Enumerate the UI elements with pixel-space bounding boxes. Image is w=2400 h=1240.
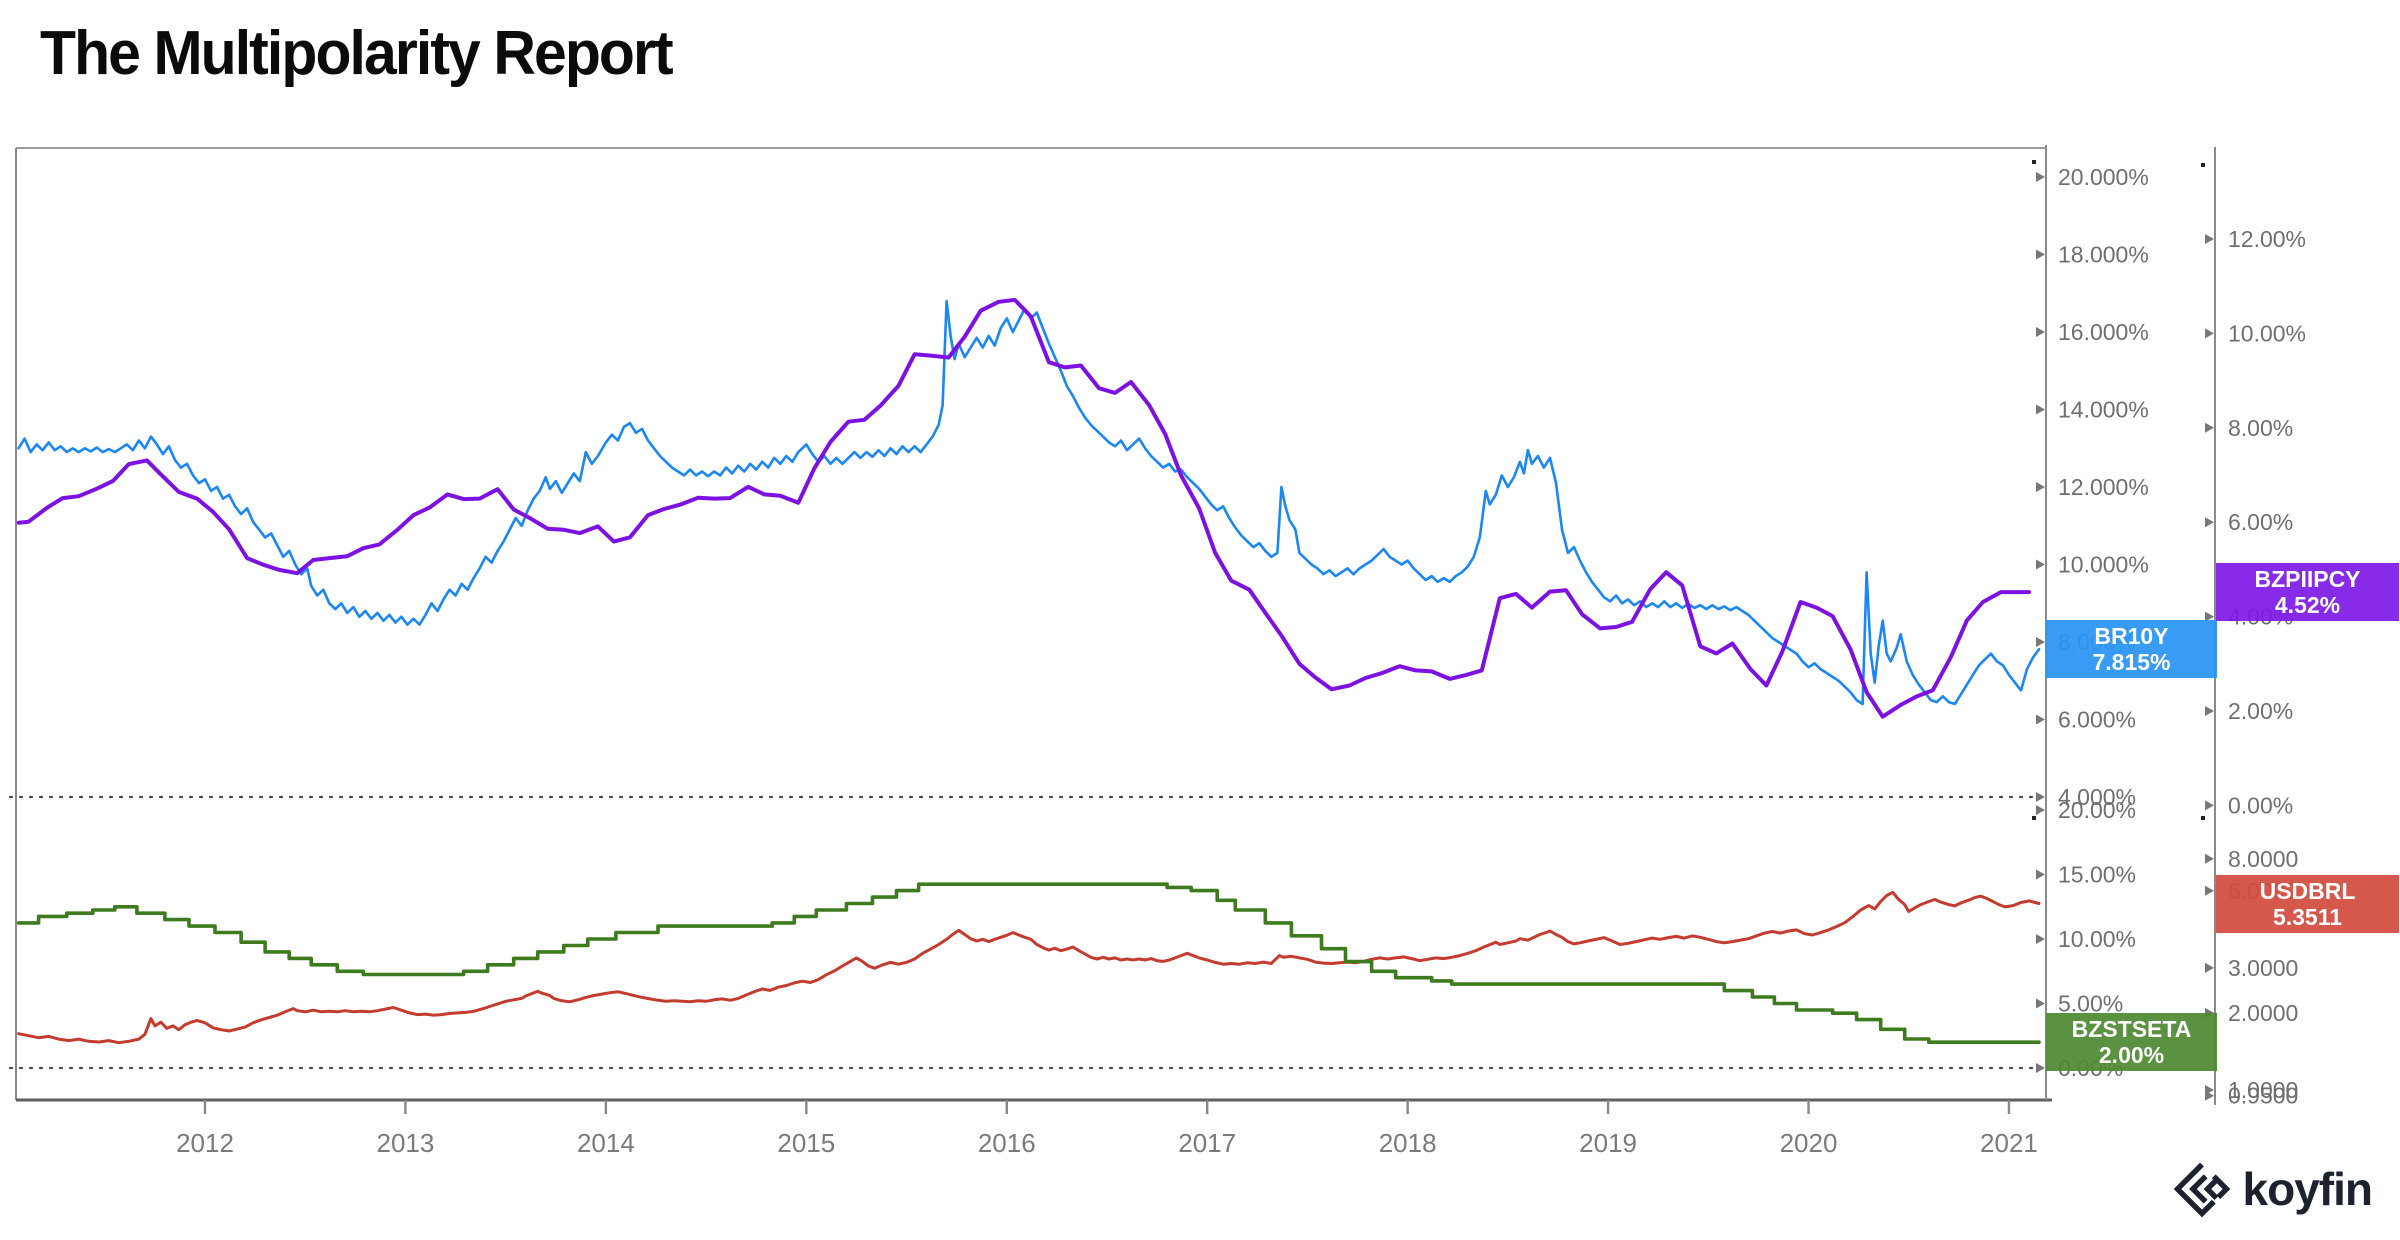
axis-tick-arrow [2205, 1090, 2214, 1101]
series-line-br10y[interactable] [17, 299, 2041, 706]
axis-tick-label: 4.000% [2058, 784, 2136, 810]
axis-tick-label: 0.00% [2228, 792, 2293, 818]
axis-tick-label: 6.000% [2058, 707, 2136, 733]
price-label-ticker: BZSTSETA [2071, 1016, 2192, 1042]
axis-tick-arrow [2205, 885, 2214, 896]
axis-tick-arrow [2036, 792, 2045, 802]
series-line-usdbrl[interactable] [17, 890, 2041, 1045]
x-axis-year-label: 2021 [1980, 1128, 2038, 1158]
axis-tick-label: 0.9500 [2228, 1083, 2298, 1109]
axis-tick-label: 5.00% [2058, 991, 2123, 1017]
axis-tick-label: 12.00% [2228, 226, 2306, 252]
axis-handle-dot [2032, 160, 2036, 164]
axis-tick-label: 2.0000 [2228, 1000, 2298, 1026]
axis-tick-label: 16.000% [2058, 319, 2149, 345]
x-axis-year-label: 2012 [176, 1128, 234, 1158]
axis-tick-arrow [2205, 853, 2214, 864]
axis-tick-arrow [2036, 559, 2045, 570]
x-axis-year-label: 2015 [777, 1128, 835, 1158]
price-label-ticker: USDBRL [2259, 878, 2356, 904]
axis-tick-arrow [2205, 234, 2214, 244]
axis-tick-label: 15.00% [2058, 862, 2136, 888]
axis-tick-label: 8.0000 [2228, 846, 2298, 872]
price-label-value: 7.815% [2092, 649, 2171, 675]
x-axis-year-label: 2016 [978, 1128, 1036, 1158]
axis-tick-label: 10.00% [2228, 320, 2306, 346]
koyfin-logo-icon [2173, 1162, 2230, 1218]
axis-tick-arrow [2036, 934, 2045, 944]
axis-tick-arrow [2205, 962, 2214, 973]
axis-tick-arrow [2036, 249, 2045, 260]
x-axis-year-label: 2014 [577, 1128, 635, 1158]
axis-tick-arrow [2036, 482, 2045, 492]
price-label-ticker: BZPIIPCY [2254, 566, 2361, 592]
axis-tick-arrow [2205, 422, 2214, 433]
x-axis-year-label: 2013 [377, 1128, 435, 1158]
axis-tick-arrow [2205, 611, 2214, 622]
axis-tick-label: 1.0000 [2228, 1077, 2298, 1103]
axis-tick-arrow [2036, 869, 2045, 880]
brand-watermark[interactable]: koyfin [2173, 1160, 2373, 1218]
axis-tick-arrow [2205, 517, 2214, 528]
axis-tick-arrow [2036, 714, 2045, 725]
axis-tick-label: 12.000% [2058, 474, 2149, 500]
axis-handle-dot [2032, 816, 2036, 820]
price-label-value: 2.00% [2098, 1042, 2165, 1068]
axis-tick-label: 10.00% [2058, 926, 2136, 952]
axis-tick-label: 20.000% [2058, 164, 2149, 190]
axis-tick-label: 2.00% [2228, 698, 2293, 724]
price-label-value: 5.3511 [2272, 904, 2343, 930]
x-axis-year-label: 2018 [1379, 1128, 1437, 1158]
price-label-br10y[interactable]: BR10Y 7.815% [2046, 620, 2217, 678]
axis-tick-arrow [2205, 800, 2214, 811]
axis-tick-arrow [2036, 637, 2045, 647]
axis-handle-dot [2201, 816, 2205, 820]
price-label-value: 4.52% [2274, 592, 2341, 618]
axis-tick-label: 8.00% [2228, 415, 2293, 441]
axis-tick-label: 14.000% [2058, 397, 2149, 423]
series-line-bzpiipcy[interactable] [16, 297, 2031, 719]
axis-tick-arrow [2036, 998, 2045, 1009]
axis-tick-arrow [2205, 328, 2214, 339]
series-line-bzstseta[interactable] [16, 882, 2041, 1044]
axis-tick-label: 6.00% [2228, 509, 2293, 535]
axis-tick-label: 3.0000 [2228, 955, 2298, 981]
axis-tick-arrow [2205, 706, 2214, 716]
x-axis-year-label: 2017 [1178, 1128, 1236, 1158]
axis-tick-arrow [2036, 404, 2045, 415]
axis-tick-label: 20.00% [2058, 797, 2136, 823]
price-label-bzpiipcy[interactable]: BZPIIPCY 4.52% [2216, 563, 2399, 621]
x-axis-year-label: 2020 [1780, 1128, 1838, 1158]
axis-tick-arrow [2036, 172, 2045, 182]
axis-tick-arrow [2036, 1063, 2045, 1073]
page-title: The Multipolarity Report [40, 19, 674, 88]
x-axis-year-label: 2019 [1579, 1128, 1637, 1158]
brand-wordmark: koyfin [2242, 1163, 2373, 1215]
price-label-ticker: BR10Y [2094, 623, 2169, 649]
axis-tick-label: 10.000% [2058, 552, 2149, 578]
axis-tick-arrow [2036, 805, 2045, 815]
axis-tick-label: 18.000% [2058, 242, 2149, 268]
axis-handle-dot [2201, 163, 2205, 167]
price-label-bzstseta[interactable]: BZSTSETA 2.00% [2046, 1013, 2217, 1071]
axis-tick-arrow [2036, 327, 2045, 337]
price-label-usdbrl[interactable]: USDBRL 5.3511 [2216, 875, 2399, 933]
